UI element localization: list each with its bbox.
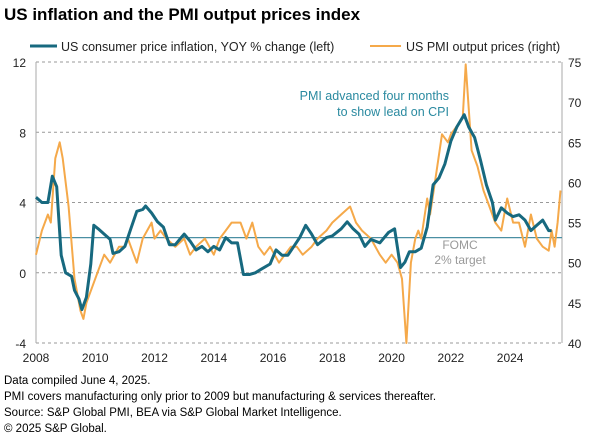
footer-copyright: © 2025 S&P Global. [4, 423, 107, 435]
right-tick-label: 55 [568, 217, 582, 231]
x-tick-label: 2024 [497, 351, 524, 365]
left-tick-label: 12 [13, 56, 27, 70]
x-tick-label: 2008 [23, 351, 50, 365]
left-tick-label: 8 [19, 126, 26, 140]
right-tick-label: 65 [568, 136, 582, 150]
x-tick-label: 2016 [260, 351, 287, 365]
footer-note-date: Data compiled June 4, 2025. [4, 375, 151, 387]
chart-title: US inflation and the PMI output prices i… [4, 5, 361, 24]
left-tick-label: -4 [15, 337, 26, 351]
x-tick-label: 2012 [141, 351, 168, 365]
left-tick-label: 4 [19, 197, 26, 211]
right-tick-label: 50 [568, 257, 582, 271]
legend-pmi-label: US PMI output prices (right) [406, 40, 560, 54]
x-tick-label: 2014 [200, 351, 227, 365]
x-tick-label: 2022 [438, 351, 465, 365]
left-tick-label: 0 [19, 267, 26, 281]
footer-source: Source: S&P Global PMI, BEA via S&P Glob… [4, 407, 342, 419]
footer-note-coverage: PMI covers manufacturing only prior to 2… [4, 391, 437, 403]
pmi-series-line [35, 63, 562, 344]
legend-cpi-label: US consumer price inflation, YOY % chang… [61, 40, 334, 54]
x-tick-label: 2010 [82, 351, 109, 365]
right-tick-label: 45 [568, 297, 582, 311]
annotation-line-2: to show lead on CPI [337, 105, 449, 119]
x-tick-label: 2020 [378, 351, 405, 365]
fomc-target-label: 2% target [434, 253, 486, 267]
right-tick-label: 70 [568, 96, 582, 110]
cpi-series-line [34, 113, 552, 312]
x-tick-label: 2018 [319, 351, 346, 365]
annotation-line-1: PMI advanced four months [300, 89, 449, 103]
right-tick-label: 40 [568, 337, 582, 351]
right-tick-label: 75 [568, 56, 582, 70]
fomc-label: FOMC [442, 238, 478, 252]
right-tick-label: 60 [568, 176, 582, 190]
